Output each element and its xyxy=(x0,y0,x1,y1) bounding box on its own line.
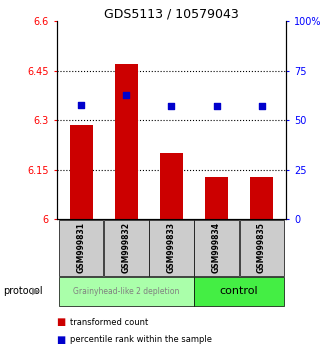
FancyBboxPatch shape xyxy=(194,220,239,275)
Bar xyxy=(70,125,93,219)
FancyBboxPatch shape xyxy=(150,220,193,275)
Title: GDS5113 / 10579043: GDS5113 / 10579043 xyxy=(104,7,239,20)
Text: transformed count: transformed count xyxy=(70,318,148,327)
Text: control: control xyxy=(220,286,258,296)
Text: ▶: ▶ xyxy=(32,286,39,296)
FancyBboxPatch shape xyxy=(194,277,284,306)
FancyBboxPatch shape xyxy=(59,220,104,275)
Text: Grainyhead-like 2 depletion: Grainyhead-like 2 depletion xyxy=(73,287,179,296)
Point xyxy=(79,102,84,107)
Text: GSM999831: GSM999831 xyxy=(77,222,86,273)
Text: protocol: protocol xyxy=(3,286,43,296)
Bar xyxy=(250,177,273,219)
Bar xyxy=(160,153,183,219)
Text: GSM999835: GSM999835 xyxy=(257,222,266,273)
Point xyxy=(214,104,219,109)
Text: GSM999834: GSM999834 xyxy=(212,222,221,273)
Text: GSM999832: GSM999832 xyxy=(122,222,131,273)
Text: percentile rank within the sample: percentile rank within the sample xyxy=(70,335,212,344)
FancyBboxPatch shape xyxy=(104,220,149,275)
FancyBboxPatch shape xyxy=(59,277,194,306)
Bar xyxy=(115,64,138,219)
Text: GSM999833: GSM999833 xyxy=(167,222,176,273)
Text: ■: ■ xyxy=(57,317,66,327)
Bar xyxy=(205,177,228,219)
Point xyxy=(124,92,129,97)
Point xyxy=(259,104,264,109)
Text: ■: ■ xyxy=(57,335,66,345)
FancyBboxPatch shape xyxy=(239,220,284,275)
Point xyxy=(169,104,174,109)
